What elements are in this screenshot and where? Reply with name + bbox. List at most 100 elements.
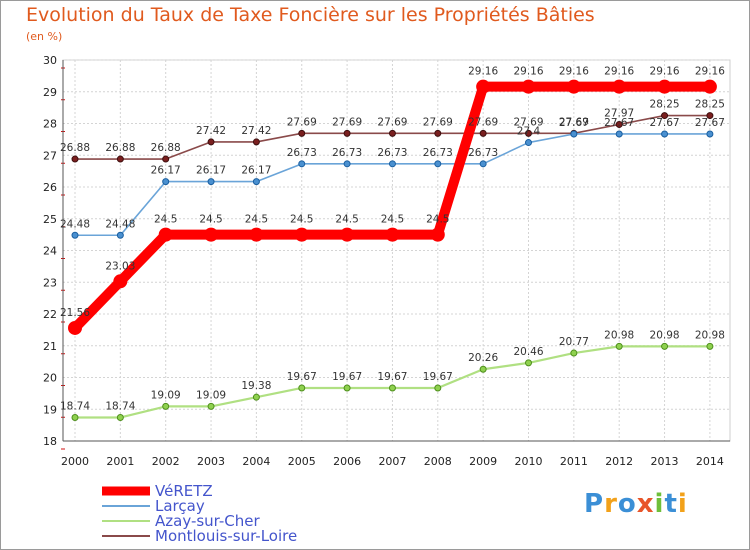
data-label: 24.48 — [60, 218, 90, 230]
data-point — [706, 112, 714, 120]
data-point — [162, 155, 170, 163]
data-point — [340, 227, 355, 242]
data-point — [113, 274, 128, 289]
data-label: 19.67 — [423, 371, 453, 383]
data-point — [162, 402, 170, 410]
data-label: 27.69 — [513, 116, 543, 128]
y-tick-label: 28 — [43, 118, 57, 131]
logo-letter: P — [584, 489, 605, 519]
logo-letter: i — [677, 489, 688, 519]
x-tick-label: 2001 — [106, 455, 134, 468]
data-label: 19.67 — [287, 371, 317, 383]
legend-label: Montlouis-sur-Loire — [155, 527, 297, 545]
data-label: 26.17 — [241, 165, 271, 177]
y-tick-label: 29 — [43, 86, 57, 99]
data-label: 24.5 — [245, 214, 268, 226]
data-label: 29.16 — [695, 66, 725, 78]
data-label: 19.09 — [196, 389, 226, 401]
data-point — [252, 393, 260, 401]
proxiti-logo: Proxiti — [584, 489, 688, 519]
y-tick-label: 19 — [43, 403, 57, 416]
data-label: 20.98 — [695, 329, 725, 341]
y-tick-label: 23 — [43, 276, 57, 289]
data-point — [343, 129, 351, 137]
data-label: 26.17 — [151, 165, 181, 177]
data-point — [207, 138, 215, 146]
data-label: 18.74 — [105, 401, 135, 413]
x-tick-label: 2002 — [152, 455, 180, 468]
y-tick-label: 20 — [43, 372, 57, 385]
data-point — [343, 384, 351, 392]
data-point — [294, 227, 309, 242]
data-point — [434, 129, 442, 137]
x-tick-label: 2014 — [696, 455, 724, 468]
data-label: 23.03 — [105, 260, 135, 272]
data-point — [68, 320, 82, 335]
data-label: 27.42 — [196, 125, 226, 137]
y-tick-label: 24 — [43, 245, 57, 258]
x-tick-label: 2008 — [424, 455, 452, 468]
logo-letter: i — [654, 489, 665, 519]
data-point — [570, 130, 578, 138]
data-label: 20.98 — [604, 329, 634, 341]
data-point — [71, 155, 79, 163]
data-point — [388, 160, 396, 168]
data-label: 20.26 — [468, 352, 498, 364]
data-point — [388, 129, 396, 137]
data-point — [207, 178, 215, 186]
data-label: 27.67 — [695, 117, 725, 129]
logo-letter: r — [604, 489, 618, 519]
data-point — [615, 120, 623, 128]
data-point — [385, 227, 400, 242]
data-point — [570, 349, 578, 357]
data-label: 26.73 — [332, 147, 362, 159]
data-label: 24.5 — [426, 214, 449, 226]
data-point — [158, 227, 173, 242]
data-label: 27.67 — [650, 117, 680, 129]
logo-letter: t — [664, 489, 678, 519]
data-label: 27.69 — [377, 116, 407, 128]
data-label: 19.67 — [377, 371, 407, 383]
data-point — [162, 178, 170, 186]
y-tick-label: 25 — [43, 213, 57, 226]
x-tick-label: 2005 — [288, 455, 316, 468]
data-label: 18.74 — [60, 401, 90, 413]
data-label: 20.77 — [559, 336, 589, 348]
data-label: 27.69 — [559, 116, 589, 128]
data-point — [116, 155, 124, 163]
data-point — [479, 160, 487, 168]
data-point — [252, 178, 260, 186]
data-label: 29.16 — [513, 66, 543, 78]
data-point — [525, 359, 532, 367]
data-label: 26.88 — [151, 142, 181, 154]
data-label: 28.25 — [650, 99, 680, 111]
data-label: 29.16 — [559, 66, 589, 78]
data-label: 29.16 — [468, 66, 498, 78]
data-label: 19.67 — [332, 371, 362, 383]
data-label: 27.69 — [468, 116, 498, 128]
data-label: 21.56 — [60, 307, 90, 319]
y-tick-label: 22 — [43, 308, 57, 321]
data-label: 24.5 — [154, 214, 177, 226]
data-label: 27.69 — [287, 116, 317, 128]
data-point — [204, 227, 219, 242]
data-point — [388, 384, 396, 392]
x-tick-label: 2009 — [469, 455, 497, 468]
x-tick-label: 2000 — [61, 455, 89, 468]
data-label: 26.88 — [60, 142, 90, 154]
data-point — [298, 384, 306, 392]
data-label: 27.67 — [559, 117, 589, 129]
data-point — [525, 139, 532, 147]
data-label: 27.69 — [332, 116, 362, 128]
y-tick-label: 26 — [43, 181, 57, 194]
data-label: 27.4 — [517, 126, 541, 138]
data-label: 27.69 — [423, 116, 453, 128]
data-point — [661, 112, 669, 120]
data-point — [657, 79, 672, 94]
data-label: 29.16 — [604, 66, 634, 78]
x-tick-label: 2003 — [197, 455, 225, 468]
data-label: 26.17 — [196, 165, 226, 177]
x-tick-label: 2007 — [378, 455, 406, 468]
data-label: 26.73 — [377, 147, 407, 159]
legend-label: Larçay — [155, 497, 205, 515]
